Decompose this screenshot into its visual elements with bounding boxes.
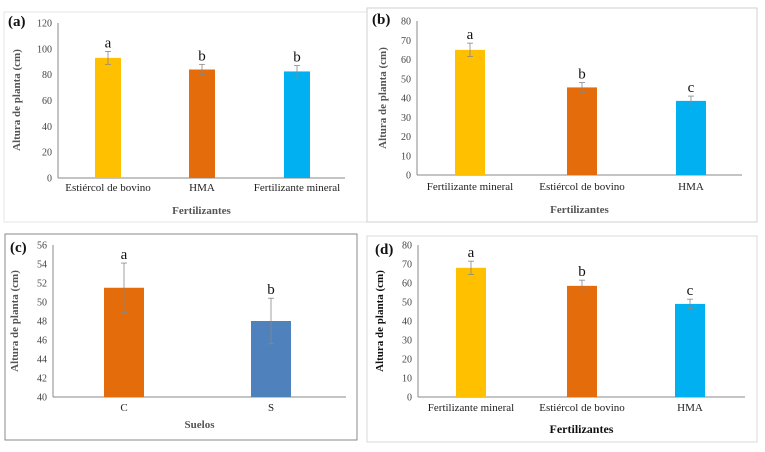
y-tick-label: 50	[401, 74, 411, 85]
bar	[455, 49, 485, 175]
y-tick-label: 20	[402, 355, 412, 366]
y-tick-label: 20	[401, 132, 411, 143]
y-tick-label: 100	[37, 44, 52, 55]
significance-label: a	[468, 245, 475, 261]
y-tick-label: 56	[37, 241, 47, 252]
y-tick-label: 70	[401, 36, 411, 47]
panel-label: (b)	[372, 12, 390, 28]
y-tick-label: 44	[37, 355, 47, 366]
panel-a: (a) Fertilizantes Altura de planta (cm) …	[3, 11, 369, 223]
x-axis-title: Fertilizantes	[172, 205, 231, 217]
y-tick-label: 50	[37, 298, 47, 309]
y-tick-label: 80	[42, 70, 52, 81]
y-tick-label: 46	[37, 336, 47, 347]
bar	[567, 87, 597, 175]
panel-c: (c) Suelos Altura de planta (cm) 40 42 44 4…	[4, 233, 358, 441]
significance-label: b	[293, 50, 301, 66]
category-label: Fertilizante mineral	[428, 402, 514, 414]
y-tick-label: 40	[402, 317, 412, 328]
y-tick-label: 120	[37, 19, 52, 30]
y-tick-label: 30	[402, 336, 412, 347]
panel-label: (a)	[8, 14, 26, 30]
y-tick-label: 0	[407, 393, 412, 404]
category-label: Fertilizante mineral	[254, 182, 340, 194]
panel-b: (b) Fertilizantes Altura de planta (cm) …	[366, 7, 758, 223]
significance-label: b	[578, 264, 586, 280]
x-axis-title: Suelos	[185, 419, 216, 431]
y-tick-label: 52	[37, 279, 47, 290]
y-tick-label: 10	[401, 151, 411, 162]
category-label: Estiércol de bovino	[539, 181, 625, 193]
y-tick-label: 40	[37, 393, 47, 404]
panel-d: (d) Fertilizantes Altura de planta (cm) …	[366, 235, 758, 443]
y-tick-label: 40	[42, 122, 52, 133]
significance-label: b	[267, 282, 275, 298]
significance-label: c	[688, 80, 695, 96]
y-axis-title: Altura de planta (cm)	[9, 270, 21, 372]
panel-label: (d)	[375, 242, 393, 258]
significance-label: b	[198, 48, 206, 64]
y-tick-label: 54	[37, 260, 47, 271]
y-tick-label: 0	[406, 171, 411, 182]
significance-label: c	[687, 283, 694, 299]
x-axis-title: Fertilizantes	[550, 422, 614, 436]
bar	[189, 69, 215, 178]
significance-label: a	[121, 247, 128, 263]
panel-frame	[4, 233, 358, 441]
panel-label: (c)	[10, 240, 27, 256]
y-tick-label: 60	[42, 96, 52, 107]
bar	[676, 100, 706, 175]
y-tick-label: 80	[401, 17, 411, 28]
y-tick-label: 50	[402, 298, 412, 309]
bar	[675, 303, 705, 397]
bar	[567, 285, 597, 397]
category-label: HMA	[678, 181, 704, 193]
y-tick-label: 60	[402, 279, 412, 290]
category-label: Fertilizante mineral	[427, 181, 513, 193]
category-label: Estiércol de bovino	[539, 402, 625, 414]
y-tick-label: 48	[37, 317, 47, 328]
y-tick-label: 40	[401, 94, 411, 105]
bar	[284, 71, 310, 178]
y-tick-label: 20	[42, 148, 52, 159]
y-tick-label: 30	[401, 113, 411, 124]
category-label: S	[268, 402, 274, 414]
y-axis-title: Altura de planta (cm)	[377, 47, 389, 149]
category-label: HMA	[189, 182, 215, 194]
y-tick-label: 0	[47, 174, 52, 185]
significance-label: a	[105, 35, 112, 51]
category-label: HMA	[677, 402, 703, 414]
y-tick-label: 70	[402, 260, 412, 271]
y-tick-label: 10	[402, 374, 412, 385]
y-tick-label: 80	[402, 241, 412, 252]
category-label: Estiércol de bovino	[65, 182, 151, 194]
y-axis-title: Altura de planta (cm)	[11, 49, 23, 151]
y-tick-label: 42	[37, 374, 47, 385]
significance-label: b	[578, 67, 586, 83]
bar	[456, 267, 486, 397]
x-axis-title: Fertilizantes	[550, 204, 609, 216]
y-tick-label: 60	[401, 55, 411, 66]
bar	[95, 57, 121, 178]
significance-label: a	[467, 27, 474, 43]
y-axis-title: Altura de planta (cm)	[374, 270, 386, 372]
category-label: C	[120, 402, 127, 414]
